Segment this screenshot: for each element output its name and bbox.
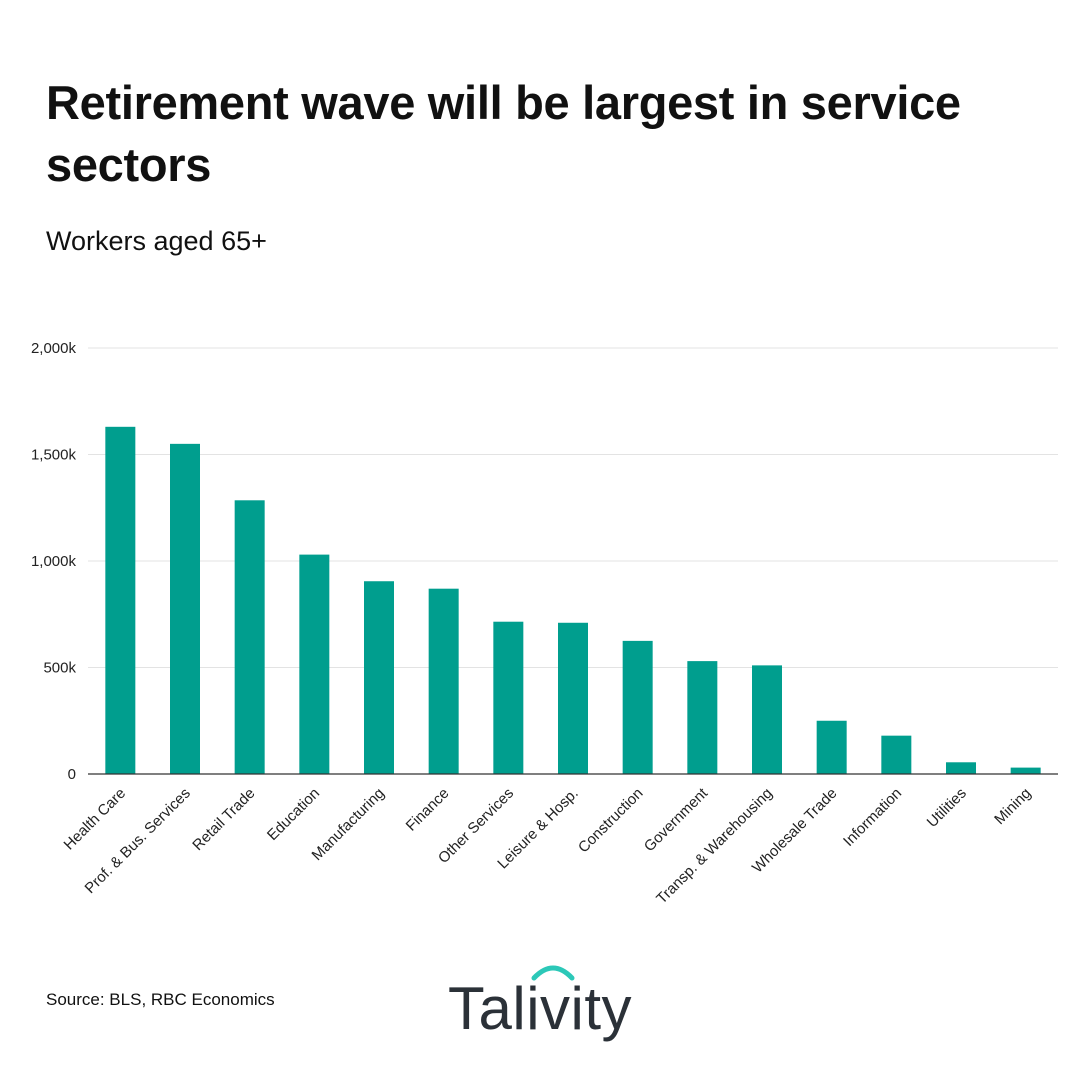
y-tick-label: 1,500k: [31, 447, 77, 464]
y-tick-label: 0: [68, 766, 76, 783]
bar: [816, 720, 847, 774]
x-tick-label: Information: [840, 785, 905, 850]
y-tick-label: 500k: [43, 660, 76, 677]
talivity-logo: Talivity: [448, 962, 638, 1048]
logo-wordmark: Talivity: [448, 975, 633, 1042]
bar: [364, 581, 394, 774]
chart-title: Retirement wave will be largest in servi…: [46, 76, 961, 191]
logo-arc-icon: [531, 965, 575, 981]
bar: [558, 622, 588, 774]
x-tick-label: Education: [264, 785, 323, 844]
x-tick-label: Transp. & Warehousing: [653, 785, 776, 908]
bar: [752, 665, 782, 774]
x-tick-label: Health Care: [61, 785, 130, 854]
x-tick-label: Construction: [575, 785, 647, 857]
bar-chart: 0 500k 1,000k 1,500k 2,000k Health CareProf.…: [31, 340, 1058, 908]
source-note: Source: BLS, RBC Economics: [46, 990, 275, 1009]
x-tick-label: Retail Trade: [189, 785, 258, 854]
x-tick-label: Mining: [991, 785, 1034, 828]
x-tick-label: Government: [641, 784, 712, 855]
bar: [428, 588, 459, 774]
y-tick-label: 1,000k: [31, 553, 77, 570]
bar: [687, 661, 718, 774]
bar: [170, 443, 200, 774]
x-tick-label: Prof. & Bus. Services: [82, 785, 194, 897]
bar: [105, 426, 136, 774]
bar: [622, 640, 653, 774]
chart-subtitle: Workers aged 65+: [46, 226, 267, 256]
bar: [493, 621, 524, 774]
x-tick-label: Finance: [403, 785, 453, 835]
bar: [234, 500, 265, 774]
y-tick-label: 2,000k: [31, 340, 77, 357]
bar: [946, 762, 976, 774]
bar: [299, 554, 330, 774]
bar: [1010, 767, 1041, 774]
x-tick-label: Utilities: [924, 785, 970, 831]
bar: [881, 735, 912, 774]
